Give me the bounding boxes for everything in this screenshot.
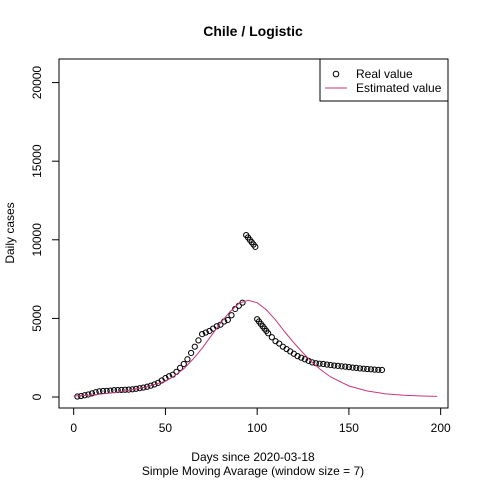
data-point-real-value bbox=[252, 243, 259, 250]
data-point-real-value bbox=[88, 390, 96, 397]
data-point-real-value bbox=[195, 337, 202, 344]
series-line-estimated-value bbox=[73, 299, 438, 397]
x-tick-label: 100 bbox=[247, 421, 267, 435]
chart-title: Chile / Logistic bbox=[203, 23, 303, 39]
data-point-real-value bbox=[151, 381, 158, 388]
data-point-real-value bbox=[147, 382, 154, 389]
x-tick-label: 150 bbox=[339, 421, 359, 435]
data-point-real-value bbox=[118, 386, 125, 394]
data-point-real-value bbox=[114, 386, 121, 394]
data-point-real-value bbox=[345, 364, 353, 371]
data-point-real-value bbox=[265, 330, 272, 337]
data-point-real-value bbox=[334, 362, 342, 369]
data-point-real-value bbox=[188, 349, 195, 357]
data-point-real-value bbox=[184, 356, 191, 363]
y-tick-label: 10000 bbox=[30, 223, 44, 257]
x-tick-label: 200 bbox=[431, 421, 451, 435]
data-point-real-value bbox=[202, 329, 209, 336]
data-point-real-value bbox=[121, 386, 129, 393]
data-point-real-value bbox=[360, 365, 367, 372]
data-point-real-value bbox=[228, 312, 235, 319]
data-point-real-value bbox=[342, 363, 349, 370]
legend-label-estimated-value: Estimated value bbox=[356, 81, 442, 95]
data-point-real-value bbox=[74, 393, 81, 400]
data-point-real-value bbox=[364, 365, 371, 373]
data-point-real-value bbox=[191, 343, 198, 350]
data-point-real-value bbox=[371, 366, 378, 373]
legend-label-real-value: Real value bbox=[356, 67, 413, 81]
data-point-real-value bbox=[309, 359, 316, 366]
data-point-real-value bbox=[276, 340, 283, 347]
y-tick-label: 0 bbox=[30, 393, 44, 400]
data-point-real-value bbox=[316, 360, 323, 367]
legend-marker-real-value bbox=[332, 70, 340, 78]
series-layer bbox=[73, 231, 438, 400]
legend-box bbox=[319, 58, 449, 102]
plot-frame bbox=[58, 58, 449, 409]
y-tick-label: 15000 bbox=[30, 144, 44, 178]
data-point-real-value bbox=[338, 363, 345, 370]
data-point-real-value bbox=[224, 316, 231, 324]
data-point-real-value bbox=[331, 362, 338, 369]
x-tick-label: 0 bbox=[70, 421, 77, 435]
data-point-real-value bbox=[378, 366, 386, 374]
data-point-real-value bbox=[199, 331, 206, 338]
data-point-real-value bbox=[177, 364, 184, 372]
data-point-real-value bbox=[294, 353, 301, 360]
data-point-real-value bbox=[349, 364, 356, 371]
y-tick-label: 5000 bbox=[30, 305, 44, 332]
data-point-real-value bbox=[356, 365, 364, 372]
data-point-real-value bbox=[180, 360, 187, 368]
y-tick-label: 20000 bbox=[30, 66, 44, 100]
x-axis-label: Days since 2020-03-18 bbox=[191, 450, 315, 464]
data-point-real-value bbox=[375, 366, 382, 373]
data-point-real-value bbox=[298, 354, 305, 361]
data-point-real-value bbox=[353, 364, 360, 372]
data-point-real-value bbox=[143, 383, 151, 390]
x-axis-sublabel: Simple Moving Avarage (window size = 7) bbox=[142, 464, 364, 478]
data-point-real-value bbox=[217, 321, 224, 328]
legend: Real value Estimated value bbox=[319, 58, 449, 102]
x-axis: 0 50 100 150 200 bbox=[70, 407, 451, 435]
data-point-real-value bbox=[320, 360, 327, 368]
y-axis-label: Daily cases bbox=[3, 202, 17, 263]
data-point-real-value bbox=[327, 361, 334, 369]
data-point-real-value bbox=[268, 334, 275, 341]
data-point-real-value bbox=[323, 361, 330, 368]
y-axis: 0 5000 10000 15000 20000 bbox=[30, 66, 60, 400]
data-point-real-value bbox=[301, 356, 308, 363]
data-point-real-value bbox=[85, 391, 92, 398]
data-point-real-value bbox=[367, 366, 375, 373]
x-tick-label: 50 bbox=[159, 421, 173, 435]
